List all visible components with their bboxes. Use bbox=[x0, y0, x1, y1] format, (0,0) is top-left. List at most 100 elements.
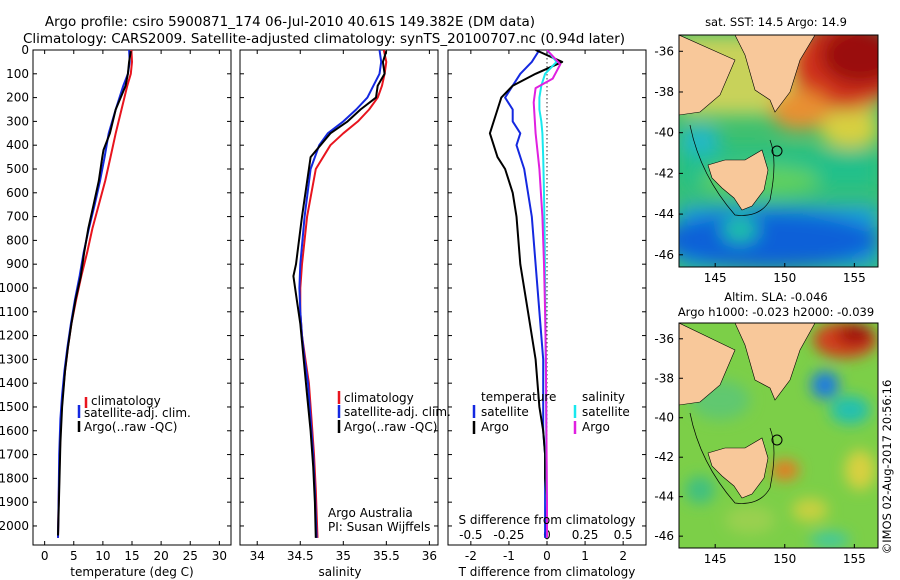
shelf-contour bbox=[689, 412, 775, 504]
top-x-tick-label: -0.25 bbox=[493, 528, 524, 542]
y-tick-label: 900 bbox=[6, 257, 29, 271]
legend-label-satellite: satellite-adj. clim. bbox=[344, 405, 451, 419]
series-line-argo-raw-qc- bbox=[292, 50, 388, 538]
y-tick-label: 1400 bbox=[0, 376, 29, 390]
annotation-pi: PI: Susan Wijffels bbox=[328, 520, 430, 534]
series-line-salinity-satellite bbox=[538, 50, 558, 538]
x-tick-label: 0 bbox=[543, 549, 551, 563]
sla-map-field bbox=[679, 323, 878, 548]
figure-title-line1: Argo profile: csiro 5900871_174 06-Jul-2… bbox=[45, 14, 535, 30]
map-y-tick-label: -40 bbox=[654, 126, 674, 140]
y-tick-label: 0 bbox=[21, 43, 29, 57]
map-y-tick-label: -46 bbox=[654, 248, 674, 262]
legend-title-temperature: temperature bbox=[481, 390, 556, 404]
top-x-tick-label: -0.5 bbox=[459, 528, 482, 542]
map-x-tick-label: 145 bbox=[704, 271, 727, 285]
map-y-tick-label: -36 bbox=[654, 332, 674, 346]
x-tick-label: 34.5 bbox=[287, 549, 314, 563]
series-line-climatology bbox=[57, 50, 133, 538]
map-y-tick-label: -38 bbox=[654, 371, 674, 385]
x-tick-label: 15 bbox=[124, 549, 139, 563]
difference-xlabel: T difference from climatology bbox=[458, 565, 636, 579]
sla-map-title-line1: Altim. SLA: -0.046 bbox=[724, 290, 828, 304]
legend-label-temp-satellite: satellite bbox=[481, 405, 529, 419]
y-tick-label: 1500 bbox=[0, 400, 29, 414]
shelf-contour bbox=[689, 124, 775, 216]
map-y-tick-label: -38 bbox=[654, 85, 674, 99]
y-tick-label: 500 bbox=[6, 162, 29, 176]
legend-title-salinity: salinity bbox=[582, 390, 625, 404]
annotation-argo-australia: Argo Australia bbox=[328, 506, 413, 520]
mainland-australia bbox=[679, 323, 816, 406]
legend-label-climatology: climatology bbox=[344, 391, 414, 405]
y-tick-label: 1300 bbox=[0, 352, 29, 366]
x-tick-label: -2 bbox=[465, 549, 477, 563]
map-y-tick-label: -40 bbox=[654, 411, 674, 425]
series-line-argo-raw-qc- bbox=[57, 51, 132, 536]
mainland-australia bbox=[679, 35, 816, 116]
salinity-panel: 34 34.5 35 35.5 36 climatology satellite-adj… bbox=[239, 49, 451, 579]
x-tick-label: 35 bbox=[336, 549, 351, 563]
legend-label-climatology: climatology bbox=[91, 394, 161, 408]
x-tick-label: 5 bbox=[70, 549, 78, 563]
x-tick-label: 10 bbox=[95, 549, 110, 563]
map-y-tick-label: -46 bbox=[654, 529, 674, 543]
x-tick-label: 20 bbox=[153, 549, 168, 563]
sla-map: Altim. SLA: -0.046 Argo h1000: -0.023 h2… bbox=[654, 290, 879, 566]
map-x-tick-label: 150 bbox=[773, 552, 796, 566]
x-tick-label: -1 bbox=[503, 549, 515, 563]
x-tick-label: 1 bbox=[581, 549, 589, 563]
y-tick-label: 1800 bbox=[0, 471, 29, 485]
legend-label-temp-argo: Argo bbox=[481, 420, 509, 434]
sla-map-title-line2: Argo h1000: -0.023 h2000: -0.039 bbox=[678, 305, 874, 319]
tasmania bbox=[707, 149, 769, 211]
tasmania bbox=[707, 437, 769, 499]
temperature-panel: 0 5 10 15 20 25 300100200300400500600700800900… bbox=[0, 43, 232, 579]
legend-label-argo: Argo(..raw -QC) bbox=[84, 420, 177, 434]
y-tick-label: 600 bbox=[6, 186, 29, 200]
map-y-tick-label: -36 bbox=[654, 44, 674, 58]
y-tick-label: 100 bbox=[6, 67, 29, 81]
map-y-tick-label: -42 bbox=[654, 450, 674, 464]
map-x-tick-label: 145 bbox=[704, 552, 727, 566]
legend-label-argo: Argo(..raw -QC) bbox=[344, 420, 437, 434]
series-line-salinity-argo bbox=[532, 50, 562, 538]
map-y-tick-label: -42 bbox=[654, 166, 674, 180]
series-line-satellite-adj-clim- bbox=[298, 50, 383, 538]
x-tick-label: 30 bbox=[212, 549, 227, 563]
y-tick-label: 2000 bbox=[0, 519, 29, 533]
sst-map: sat. SST: 14.5 Argo: 14.9 145 150 1 bbox=[654, 15, 879, 285]
y-tick-label: 1700 bbox=[0, 448, 29, 462]
temperature-xlabel: temperature (deg C) bbox=[70, 565, 193, 579]
x-tick-label: 0 bbox=[41, 549, 49, 563]
temperature-axes-frame bbox=[32, 49, 232, 546]
map-x-tick-label: 155 bbox=[843, 552, 866, 566]
sst-map-title: sat. SST: 14.5 Argo: 14.9 bbox=[705, 15, 847, 29]
top-x-tick-label: 0.25 bbox=[572, 528, 599, 542]
map-y-tick-label: -44 bbox=[654, 490, 674, 504]
legend-label-sal-satellite: satellite bbox=[582, 405, 630, 419]
y-tick-label: 1000 bbox=[0, 281, 29, 295]
figure-title-line2: Climatology: CARS2009. Satellite-adjuste… bbox=[23, 31, 625, 47]
salinity-xlabel: salinity bbox=[318, 565, 361, 579]
legend-label-sal-argo: Argo bbox=[582, 420, 610, 434]
y-tick-label: 300 bbox=[6, 114, 29, 128]
x-tick-label: 35.5 bbox=[373, 549, 400, 563]
sst-map-field bbox=[679, 35, 878, 267]
x-tick-label: 36 bbox=[422, 549, 437, 563]
x-tick-label: 2 bbox=[619, 549, 627, 563]
x-tick-label: 25 bbox=[183, 549, 198, 563]
y-tick-label: 1100 bbox=[0, 305, 29, 319]
difference-panel: -2 -1 0 1 2-0.5 -0.25 0 0.25 0.5 temperature sat… bbox=[447, 49, 647, 579]
salinity-axes-frame bbox=[239, 49, 439, 546]
top-x-tick-label: 0.5 bbox=[614, 528, 633, 542]
y-tick-label: 800 bbox=[6, 233, 29, 247]
imos-credit: ©IMOS 02-Aug-2017 20:56:16 bbox=[880, 380, 894, 555]
y-tick-label: 200 bbox=[6, 91, 29, 105]
legend-label-satellite: satellite-adj. clim. bbox=[84, 406, 191, 420]
y-tick-label: 1200 bbox=[0, 329, 29, 343]
series-line-temperature-argo bbox=[488, 50, 564, 538]
map-x-tick-label: 150 bbox=[773, 271, 796, 285]
argo-float-location-marker bbox=[771, 145, 783, 157]
